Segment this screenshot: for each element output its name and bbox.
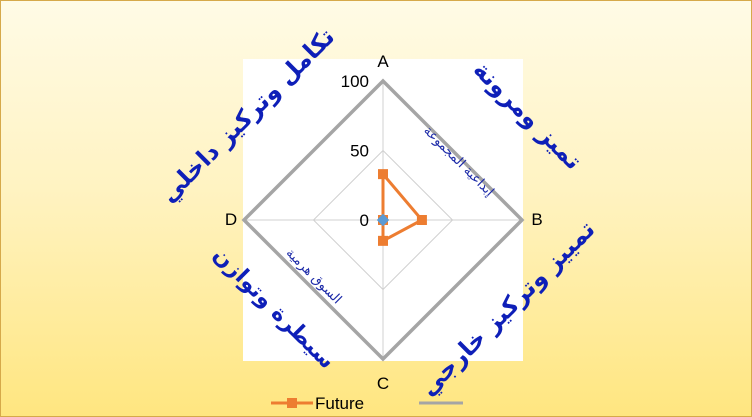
series-0-point-C	[378, 235, 388, 246]
tick-label-0: 0	[360, 211, 369, 230]
quadrant-label-bottom-right: تمييز وتركيز خارجي	[414, 215, 600, 401]
axis-label-B: B	[531, 210, 542, 229]
quadrant-label-top-left: تكامل وتركيز داخلي	[155, 23, 341, 209]
quadrant-label-bottom-left: سيطرة وتوازن	[208, 243, 340, 375]
tick-labels: 0 50 100	[341, 72, 369, 230]
inner-label-top-right: إبداعية المجموعة	[420, 123, 496, 199]
legend-future-label: Future	[315, 394, 364, 413]
series-0-point-B	[416, 215, 427, 225]
axis-label-A: A	[377, 52, 389, 71]
tick-label-1: 50	[350, 142, 369, 161]
series-1-line	[241, 78, 525, 362]
legend-future-marker	[287, 398, 297, 408]
series	[241, 78, 525, 362]
quadrant-label-top-right: تميز ومرونة	[468, 55, 588, 175]
legend: Future	[271, 394, 463, 413]
axis-label-D: D	[225, 210, 237, 229]
series-0-point-A	[378, 169, 388, 180]
tick-label-2: 100	[341, 72, 369, 91]
axis-label-C: C	[377, 374, 389, 393]
series-2-point-D	[377, 214, 389, 226]
inner-label-bottom-left: السوق هرمية	[283, 246, 345, 308]
axis-labels: A B C D	[225, 52, 543, 393]
